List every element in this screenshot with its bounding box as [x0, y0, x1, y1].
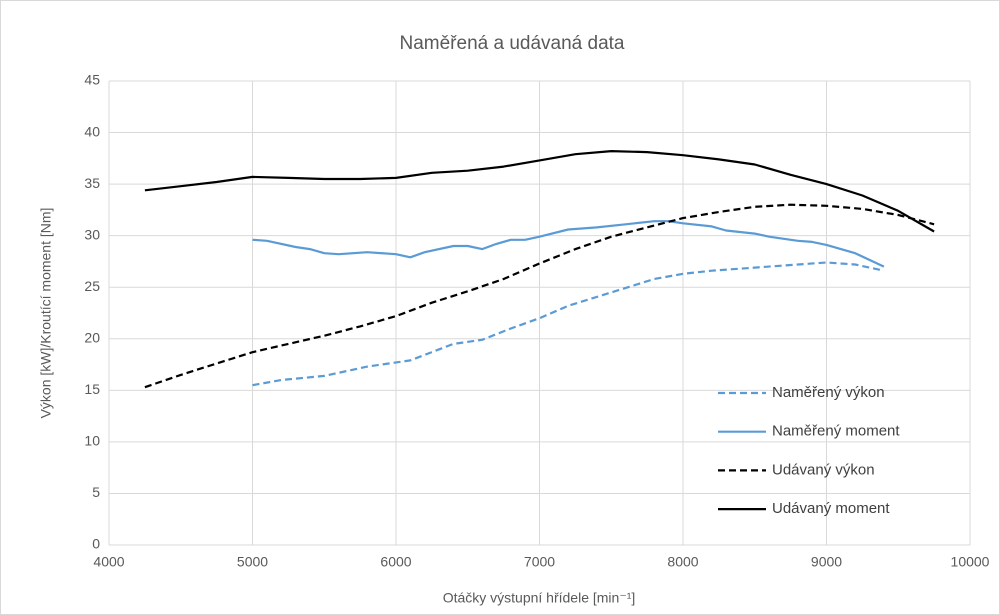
y-tick-label: 10	[84, 433, 100, 449]
y-tick-label: 15	[84, 381, 100, 397]
y-tick-label: 5	[92, 484, 100, 500]
y-tick-label: 20	[84, 329, 100, 345]
line-series	[144, 203, 935, 389]
x-tick-label: 8000	[667, 554, 698, 570]
y-tick-label: 25	[84, 278, 100, 294]
legend-label: Naměřený moment	[772, 423, 900, 440]
y-tick-label: 35	[84, 175, 100, 191]
line-series	[144, 150, 935, 233]
x-tick-label: 4000	[93, 554, 124, 570]
x-tick-label: 9000	[811, 554, 842, 570]
x-axis-label: Otáčky výstupní hřídele [min⁻¹]	[443, 590, 636, 606]
y-tick-label: 40	[84, 123, 100, 139]
y-axis-label: Výkon [kW]/Kroutící moment [Nm]	[38, 208, 54, 419]
y-tick-label: 30	[84, 226, 100, 242]
y-tick-label: 45	[84, 72, 100, 88]
y-tick-label: 0	[92, 536, 100, 552]
legend-label: Udávaný výkon	[772, 461, 875, 478]
line-series	[252, 220, 885, 268]
legend-label: Naměřený výkon	[772, 384, 885, 401]
x-tick-label: 7000	[524, 554, 555, 570]
legend-label: Udávaný moment	[772, 500, 890, 517]
x-tick-label: 6000	[380, 554, 411, 570]
x-tick-label: 10000	[951, 554, 990, 570]
chart-title: Naměřená a udávaná data	[400, 33, 625, 54]
line-series	[252, 261, 885, 387]
x-tick-label: 5000	[237, 554, 268, 570]
